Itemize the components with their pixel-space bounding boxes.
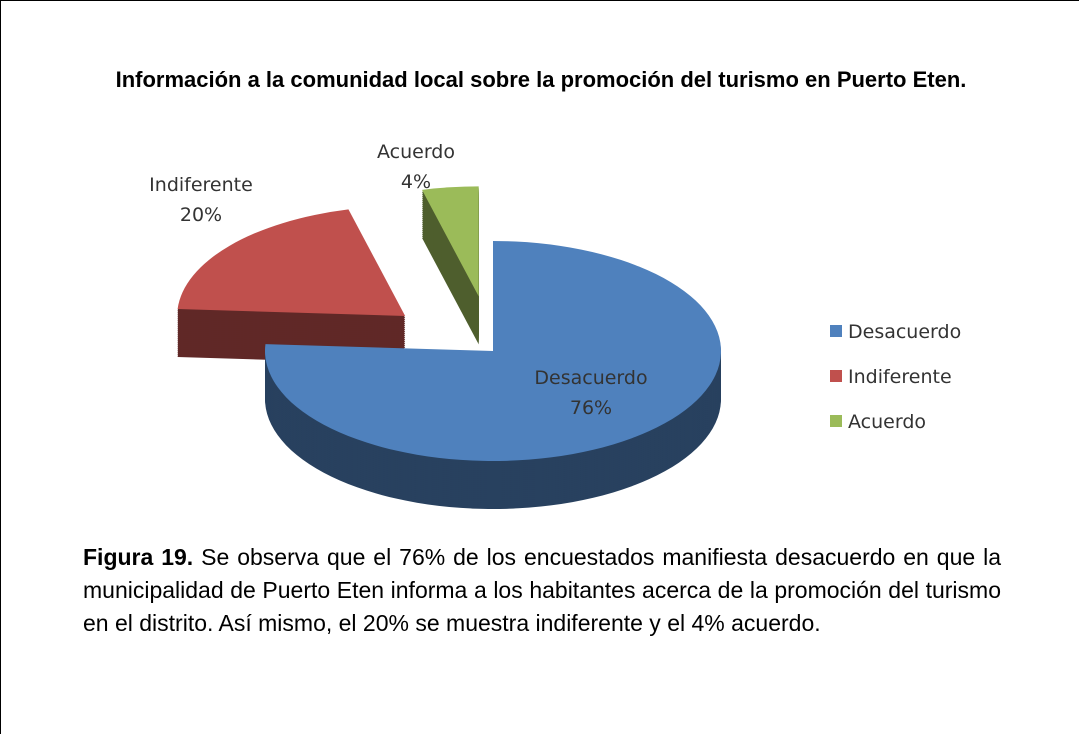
slice — [422, 186, 479, 297]
data-label-category: Indiferente — [149, 174, 253, 196]
legend-swatch — [830, 415, 842, 427]
caption-text: Se observa que el 76% de los encuestados… — [83, 544, 1002, 636]
data-label-value: 20% — [180, 204, 222, 226]
legend-label: Desacuerdo — [848, 321, 961, 343]
caption: Figura 19. Se observa que el 76% de los … — [83, 541, 1001, 640]
slice — [177, 209, 406, 316]
data-label-value: 4% — [401, 171, 431, 193]
data-label-category: Acuerdo — [377, 141, 455, 163]
slice — [265, 241, 721, 461]
legend-swatch — [830, 325, 842, 337]
caption-label: Figura 19. — [83, 544, 194, 570]
legend-label: Indiferente — [848, 366, 952, 388]
legend-swatch — [830, 370, 842, 382]
data-label-value: 76% — [570, 397, 612, 419]
legend-label: Acuerdo — [848, 411, 926, 433]
chart-title: Información a la comunidad local sobre l… — [115, 67, 967, 92]
data-label-category: Desacuerdo — [534, 367, 647, 389]
